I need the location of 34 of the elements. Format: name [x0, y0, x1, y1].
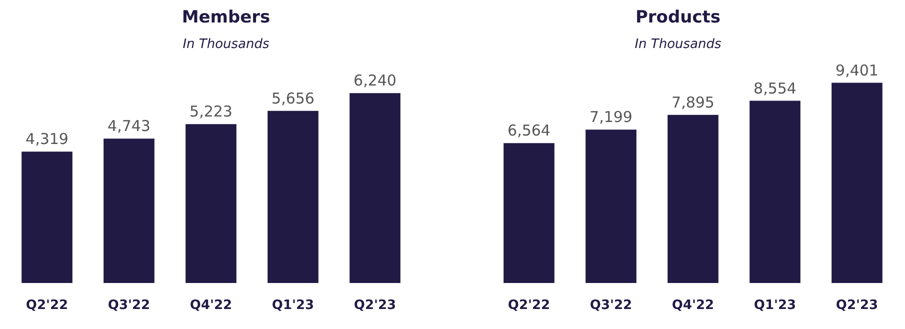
- x-tick-label: Q2'23: [836, 298, 878, 313]
- x-tick-label: Q4'22: [190, 298, 232, 313]
- bar: [750, 100, 800, 283]
- data-label: 4,319: [26, 130, 68, 148]
- bar: [668, 114, 718, 283]
- bar: [268, 110, 318, 283]
- x-tick-label: Q2'23: [354, 298, 396, 313]
- bar: [104, 138, 154, 283]
- bar: [504, 143, 554, 283]
- x-tick-label: Q2'22: [26, 298, 68, 313]
- data-label: 8,554: [754, 79, 796, 98]
- data-label: 6,564: [508, 122, 550, 140]
- x-tick-label: Q3'22: [108, 298, 150, 313]
- bar: [186, 124, 236, 283]
- data-label: 7,199: [590, 108, 632, 126]
- data-label: 5,656: [272, 89, 314, 108]
- x-tick-label: Q1'23: [754, 298, 796, 313]
- data-label: 4,743: [108, 117, 150, 136]
- data-label: 9,401: [836, 61, 878, 80]
- chart-subtitle: In Thousands: [182, 37, 270, 52]
- data-label: 5,223: [190, 102, 232, 121]
- data-label: 6,240: [354, 72, 396, 90]
- chart-subtitle: In Thousands: [634, 37, 722, 52]
- x-tick-label: Q3'22: [590, 298, 632, 313]
- bar: [586, 130, 636, 283]
- data-label: 7,895: [672, 93, 714, 112]
- chart-title: Products: [635, 8, 721, 28]
- x-tick-label: Q2'22: [508, 298, 550, 313]
- x-tick-label: Q1'23: [272, 298, 314, 313]
- bar: [832, 82, 882, 283]
- bar: [22, 152, 72, 283]
- bar: [350, 93, 400, 283]
- chart-title: Members: [182, 8, 270, 28]
- x-tick-label: Q4'22: [672, 298, 714, 313]
